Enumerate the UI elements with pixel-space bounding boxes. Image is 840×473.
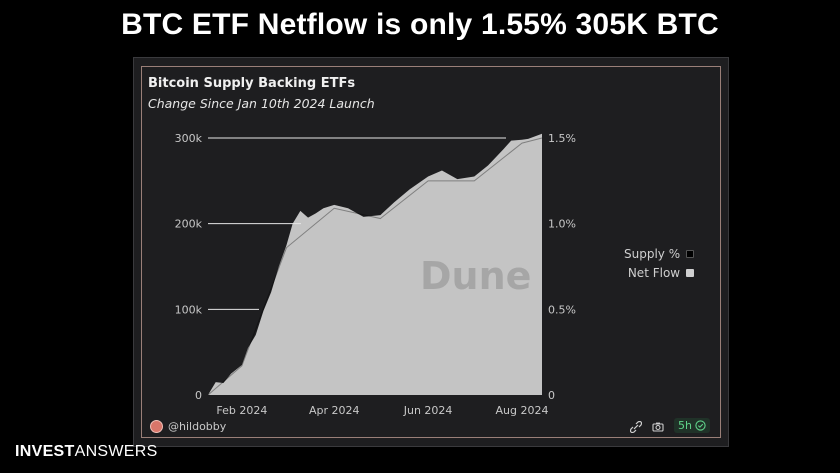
legend-swatch-supply bbox=[686, 249, 695, 258]
y-right-tick-label: 0.5% bbox=[548, 303, 576, 316]
y-left-tick-label: 200k bbox=[175, 218, 203, 231]
x-tick-label: Feb 2024 bbox=[216, 404, 267, 417]
y-left-tick-label: 0 bbox=[195, 389, 202, 402]
card-highlight-border bbox=[141, 66, 721, 438]
y-left-tick-label: 100k bbox=[175, 303, 203, 316]
check-circle-icon bbox=[695, 420, 706, 431]
area-chart: Dune 0 100k 200k 300k 0 0.5% 1.0% 1.5% Feb 2024 Ap… bbox=[175, 132, 576, 417]
y-right-tick-label: 1.5% bbox=[548, 132, 576, 145]
legend-item-netflow[interactable]: Net Flow bbox=[624, 263, 695, 282]
headline: BTC ETF Netflow is only 1.55% 305K BTC bbox=[121, 8, 719, 41]
legend: Supply % Net Flow bbox=[624, 244, 695, 282]
chart-card: Bitcoin Supply Backing ETFs Change Since… bbox=[133, 57, 729, 447]
y-right-tick-label: 0 bbox=[548, 389, 555, 402]
series-area-net-flow bbox=[208, 133, 542, 395]
x-tick-label: Apr 2024 bbox=[309, 404, 360, 417]
share-icon[interactable] bbox=[629, 420, 643, 433]
legend-label-supply: Supply % bbox=[624, 246, 681, 261]
legend-label-netflow: Net Flow bbox=[627, 265, 681, 280]
series-line-supply-pct bbox=[207, 137, 543, 396]
author-link[interactable]: @hildobby bbox=[150, 420, 226, 433]
y-right-tick-label: 1.0% bbox=[548, 218, 576, 231]
dune-watermark-text: Dune bbox=[420, 254, 531, 298]
y-left-tick-label: 300k bbox=[175, 132, 203, 145]
avatar bbox=[150, 420, 163, 433]
brand-part-answers: ANSWERS bbox=[74, 443, 158, 460]
chart-title: Bitcoin Supply Backing ETFs bbox=[148, 76, 356, 91]
x-tick-label: Aug 2024 bbox=[495, 404, 548, 417]
camera-icon[interactable] bbox=[652, 420, 664, 432]
refresh-age-badge[interactable]: 5h bbox=[674, 418, 710, 433]
chart-subtitle: Change Since Jan 10th 2024 Launch bbox=[148, 96, 375, 111]
age-label: 5h bbox=[678, 419, 692, 432]
x-tick-label: Jun 2024 bbox=[403, 404, 453, 417]
brand-logo: INVESTANSWERS bbox=[15, 443, 158, 461]
legend-swatch-netflow bbox=[686, 268, 695, 277]
legend-item-supply[interactable]: Supply % bbox=[624, 244, 695, 263]
author-handle: @hildobby bbox=[168, 420, 227, 433]
footer-toolbar: 5h bbox=[629, 418, 710, 433]
brand-part-invest: INVEST bbox=[15, 443, 75, 460]
